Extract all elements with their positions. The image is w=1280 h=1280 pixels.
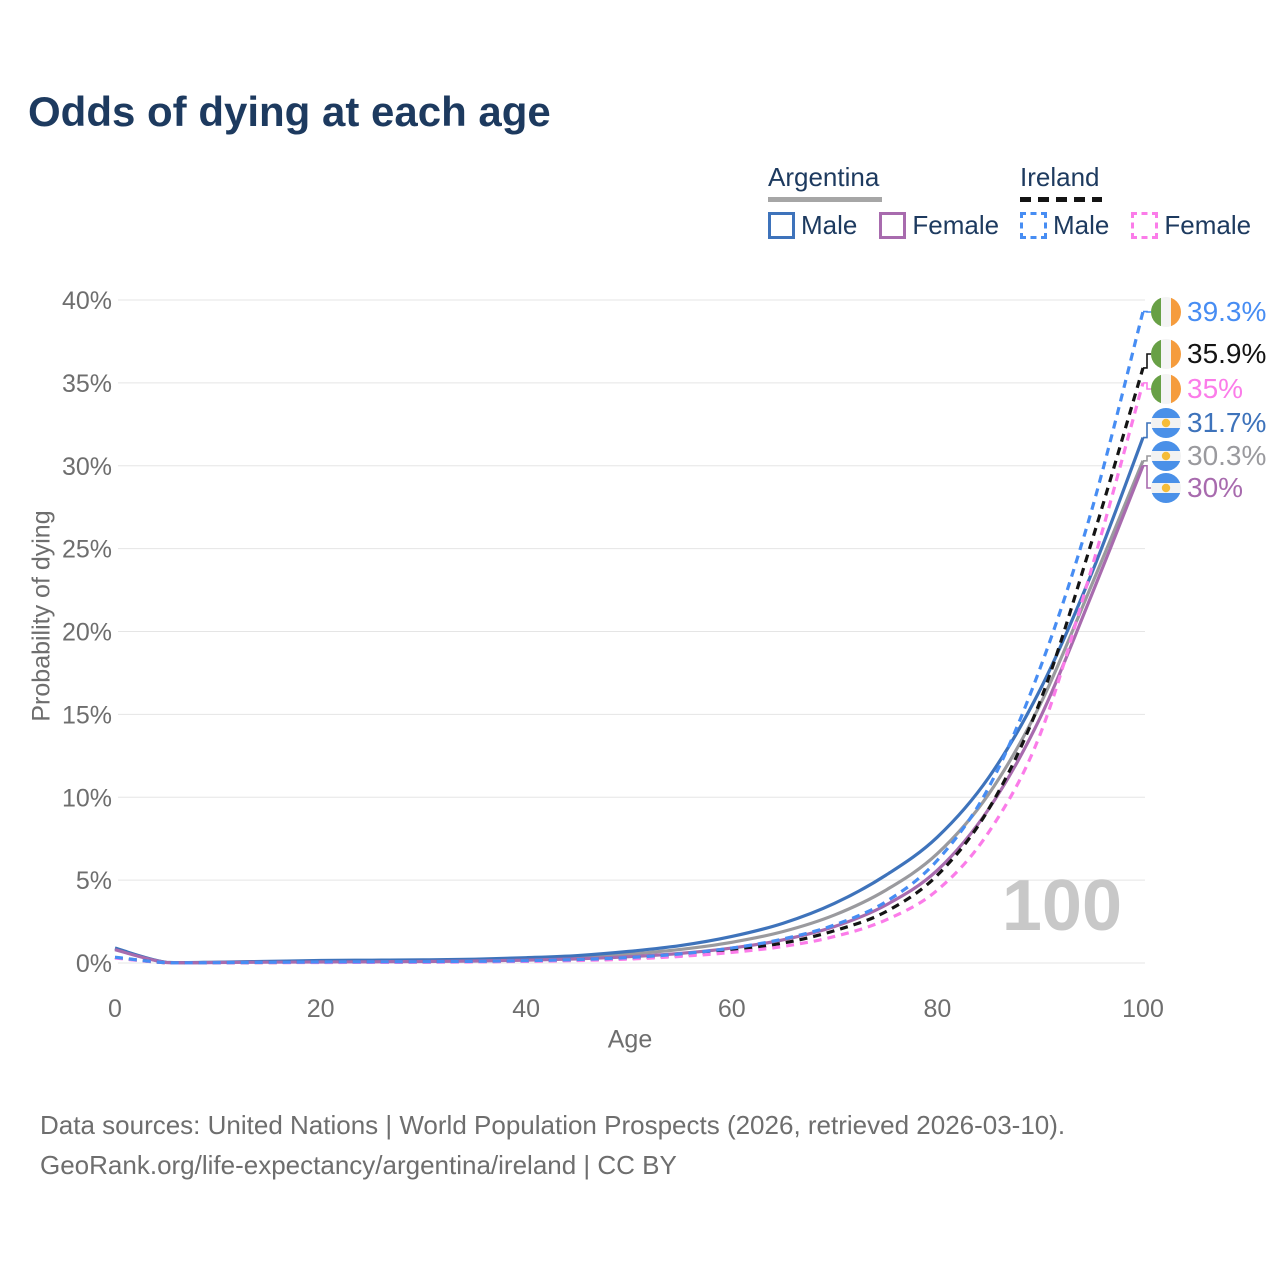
series-line-argentina-male[interactable] <box>114 437 1145 965</box>
argentina-solid-line-icon <box>768 197 882 202</box>
x-axis-title: Age <box>607 1025 653 1054</box>
y-axis-title: Probability of dying <box>27 510 56 722</box>
hovered-age-watermark: 100 <box>1001 866 1122 946</box>
legend-country-ireland[interactable]: Ireland <box>1020 162 1100 192</box>
argentina-female-swatch-icon <box>879 212 907 239</box>
legend-label-female: Female <box>1164 210 1252 240</box>
legend-label-female: Female <box>912 210 1000 240</box>
ireland-female-swatch-icon <box>1131 212 1159 239</box>
end-label-value: 35.9% <box>1187 338 1267 369</box>
y-tick-label: 25% <box>62 536 112 564</box>
legend-item-ireland-male[interactable]: Male <box>1020 210 1109 241</box>
y-tick-label: 0% <box>76 950 112 978</box>
page-title: Odds of dying at each age <box>28 88 551 135</box>
y-tick-label: 30% <box>62 453 112 481</box>
argentina-flag-icon <box>1151 408 1181 438</box>
end-label-argentina-male[interactable]: 31.7% <box>1151 408 1266 438</box>
legend-group-argentina: Argentina Male Female <box>768 162 1021 241</box>
x-tick-label: 60 <box>718 995 746 1023</box>
label-connector-ireland-female <box>1143 382 1151 390</box>
series-line-ireland-both[interactable] <box>114 367 1145 965</box>
legend-label-male: Male <box>1053 210 1110 240</box>
y-tick-label: 20% <box>62 619 112 647</box>
end-label-value: 30% <box>1187 472 1244 503</box>
ireland-flag-icon <box>1151 297 1181 327</box>
ireland-flag-icon <box>1151 374 1181 404</box>
x-tick-label: 80 <box>923 995 951 1023</box>
end-label-ireland-male[interactable]: 39.3% <box>1151 297 1266 327</box>
end-label-argentina-female[interactable]: 30% <box>1151 473 1243 503</box>
legend-country-argentina[interactable]: Argentina <box>768 162 880 192</box>
end-label-ireland-female[interactable]: 35% <box>1151 374 1243 404</box>
legend-group-ireland: Ireland Male Female <box>1020 162 1273 241</box>
footer: Data sources: United Nations | World Pop… <box>40 1105 1065 1185</box>
x-tick-label: 20 <box>307 995 335 1023</box>
series-line-ireland-male[interactable] <box>114 311 1145 965</box>
ireland-dashed-line-icon <box>1020 197 1102 202</box>
ireland-male-swatch-icon <box>1020 212 1047 239</box>
series-line-ireland-female[interactable] <box>114 382 1145 965</box>
label-connector-argentina-female <box>1143 464 1151 489</box>
footer-link: GeoRank.org/life-expectancy/argentina/ir… <box>40 1150 677 1180</box>
legend-item-argentina-female[interactable]: Female <box>879 210 999 241</box>
end-label-value: 39.3% <box>1187 296 1267 327</box>
series-line-argentina-both[interactable] <box>114 460 1145 965</box>
label-connector-ireland-both <box>1143 353 1151 369</box>
end-label-argentina-both[interactable]: 30.3% <box>1151 441 1266 471</box>
label-connector-argentina-both <box>1143 455 1151 462</box>
end-label-value: 35% <box>1187 373 1244 404</box>
y-tick-label: 10% <box>62 784 112 812</box>
x-tick-label: 40 <box>512 995 540 1023</box>
label-connector-argentina-male <box>1143 422 1151 439</box>
y-tick-label: 15% <box>62 701 112 729</box>
argentina-flag-icon <box>1151 441 1181 471</box>
argentina-flag-icon <box>1151 473 1181 503</box>
footer-sources: Data sources: United Nations | World Pop… <box>40 1110 1066 1140</box>
x-tick-label: 100 <box>1122 995 1164 1023</box>
end-label-value: 30.3% <box>1187 440 1267 471</box>
end-label-value: 31.7% <box>1187 407 1267 438</box>
legend-label-male: Male <box>801 210 858 240</box>
legend-item-argentina-male[interactable]: Male <box>768 210 857 241</box>
argentina-male-swatch-icon <box>768 212 795 239</box>
y-tick-label: 35% <box>62 370 112 398</box>
legend-item-ireland-female[interactable]: Female <box>1131 210 1251 241</box>
y-tick-label: 5% <box>76 867 112 895</box>
ireland-flag-icon <box>1151 339 1181 369</box>
x-tick-label: 0 <box>108 995 122 1023</box>
end-label-ireland-both[interactable]: 35.9% <box>1151 339 1266 369</box>
y-tick-label: 40% <box>62 287 112 315</box>
